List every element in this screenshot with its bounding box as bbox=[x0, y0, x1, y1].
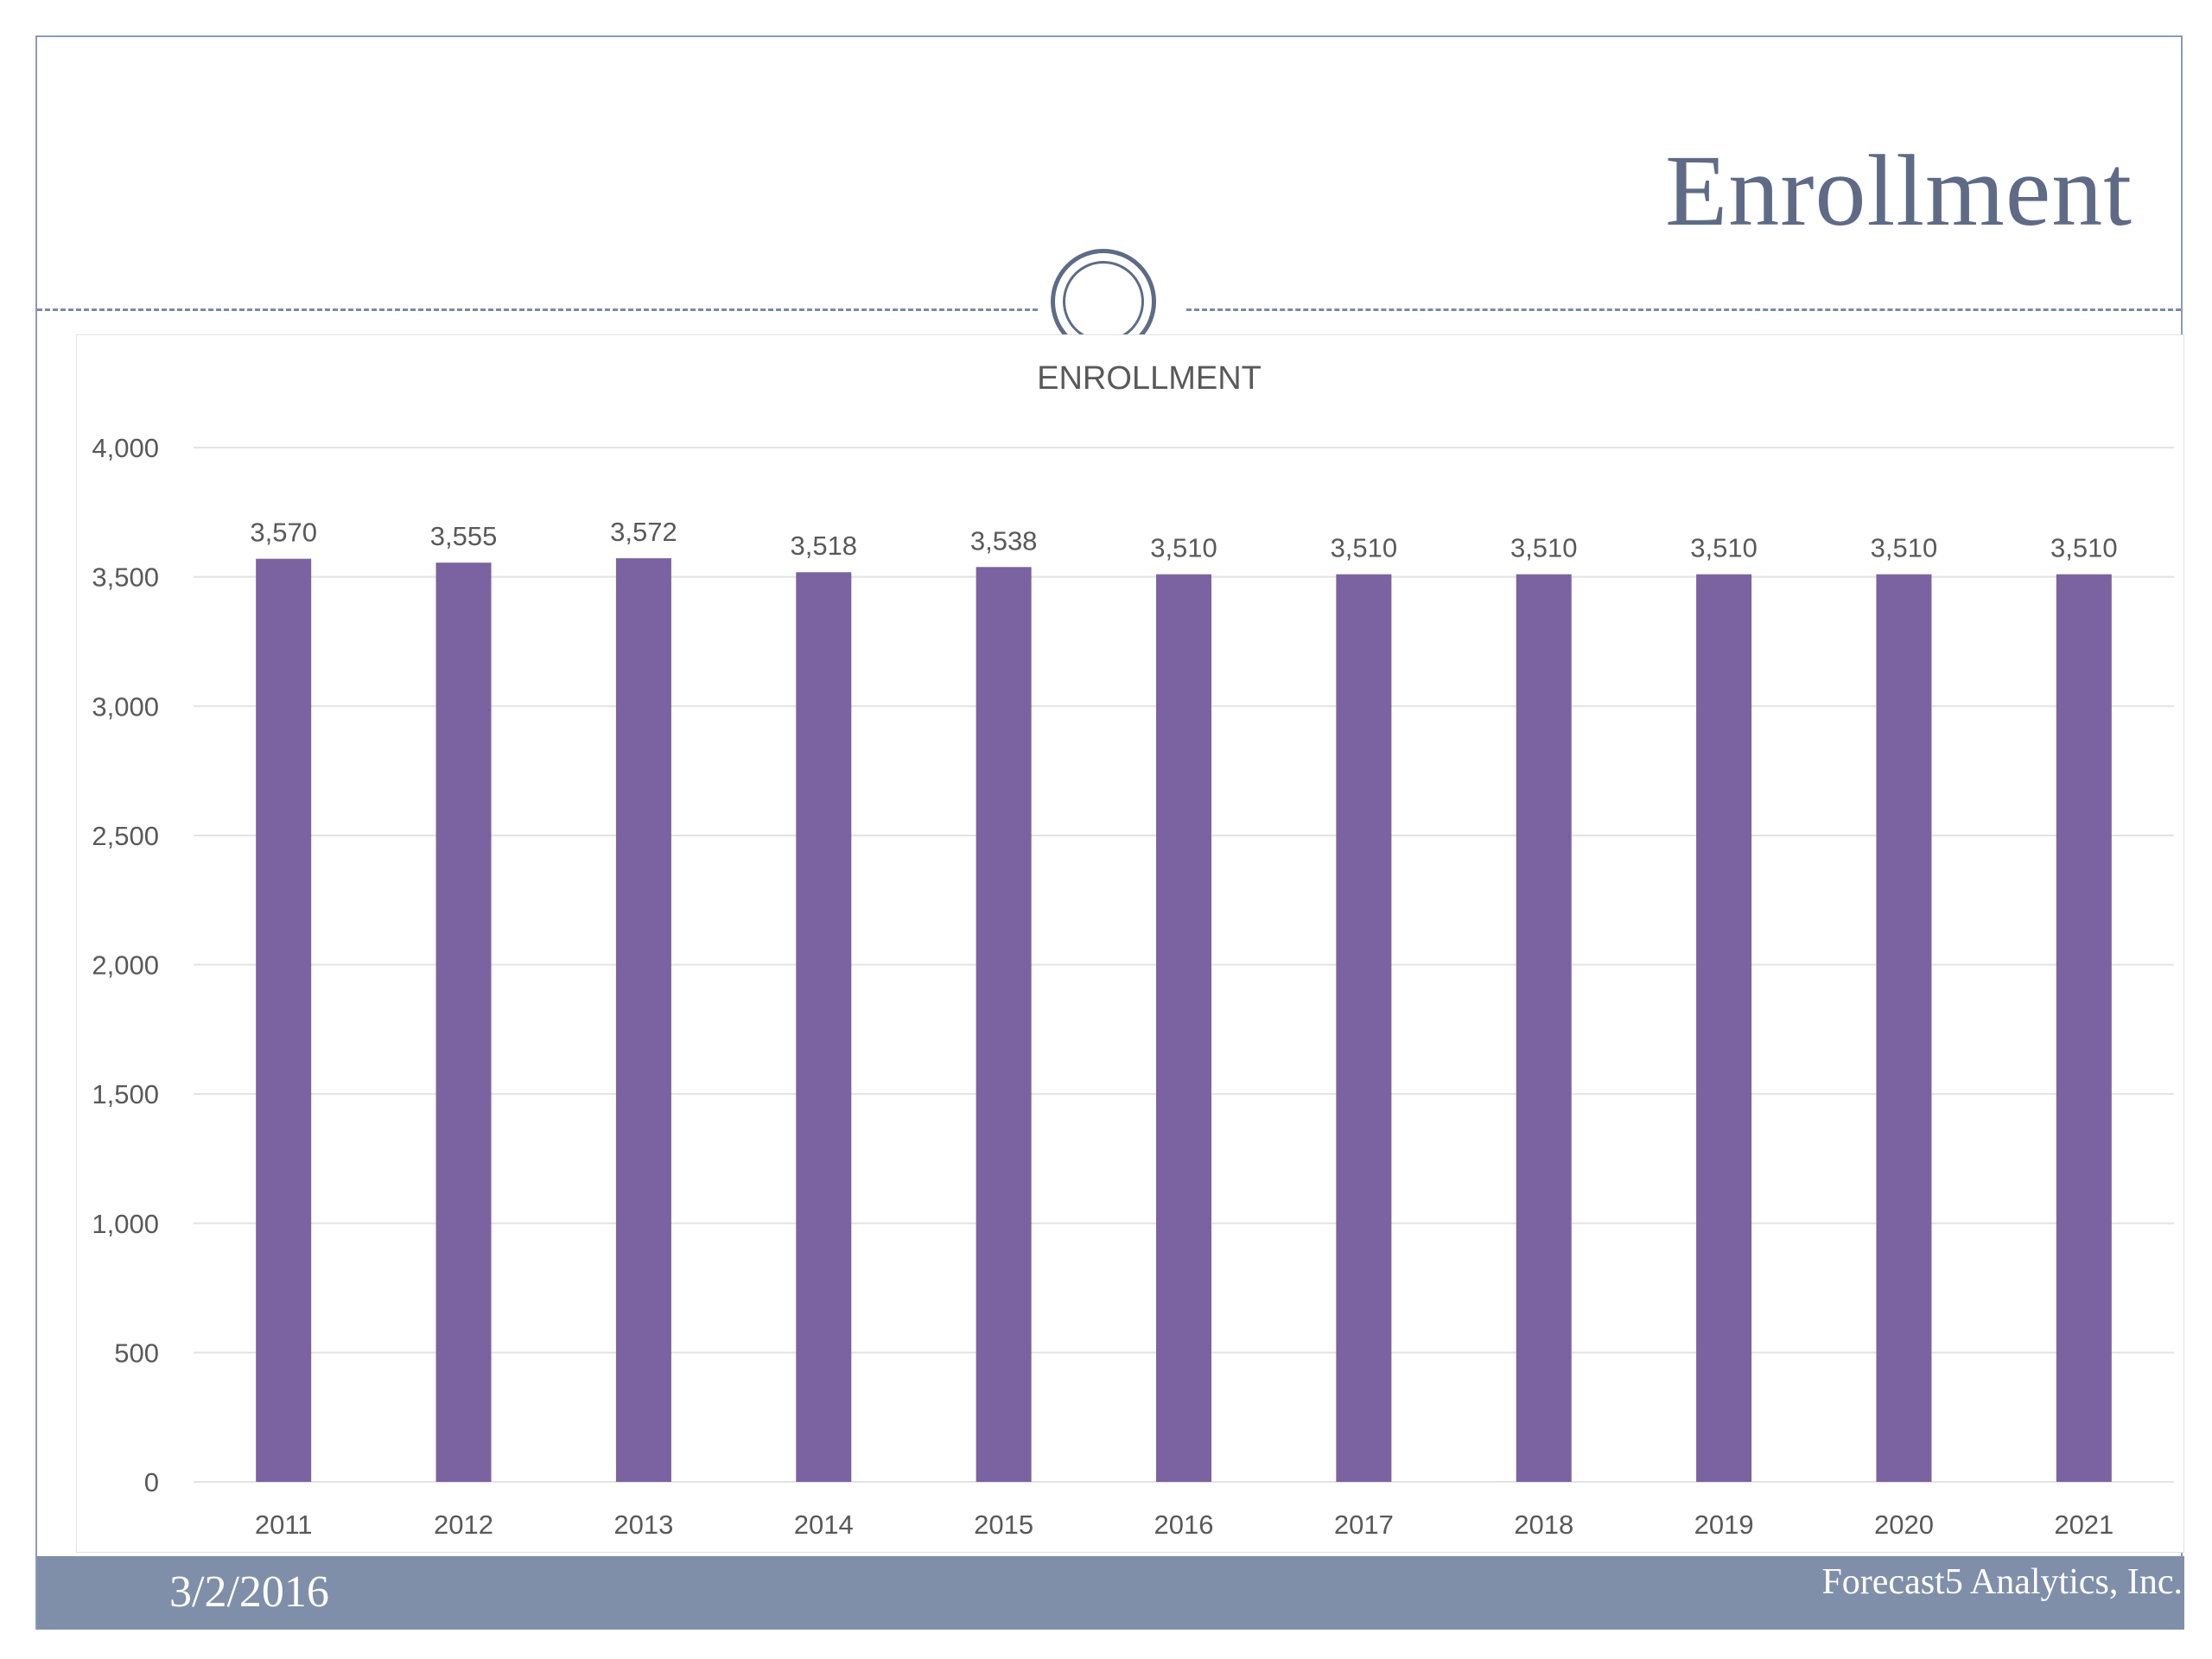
chart-title: ENROLLMENT bbox=[1037, 360, 1262, 397]
bar bbox=[1516, 574, 1572, 1482]
data-label: 3,510 bbox=[1150, 533, 1217, 563]
data-label: 3,510 bbox=[2050, 533, 2118, 563]
bar bbox=[1696, 574, 1752, 1482]
x-tick-label: 2016 bbox=[1154, 1510, 1214, 1540]
x-tick-label: 2013 bbox=[613, 1510, 673, 1540]
y-tick-label: 3,000 bbox=[92, 691, 159, 721]
bar bbox=[256, 558, 312, 1482]
y-tick-label: 4,000 bbox=[92, 433, 159, 463]
data-label: 3,555 bbox=[430, 521, 498, 551]
bar bbox=[615, 558, 671, 1482]
title-divider-left bbox=[37, 308, 1038, 311]
x-tick-label: 2014 bbox=[794, 1510, 854, 1540]
y-tick-label: 3,500 bbox=[92, 563, 159, 593]
bar bbox=[1156, 574, 1211, 1482]
y-tick-label: 2,500 bbox=[92, 821, 159, 851]
x-tick-label: 2019 bbox=[1694, 1510, 1754, 1540]
chart-area: ENROLLMENT 0 500 1,000 1,500 2,000 2,500 3,000 3… bbox=[76, 334, 2184, 1553]
bar bbox=[1336, 574, 1392, 1482]
footer-company: Forecast5 Analytics, Inc. bbox=[1821, 1562, 2183, 1602]
x-tick-label: 2012 bbox=[434, 1510, 493, 1540]
y-tick-label: 1,500 bbox=[92, 1079, 159, 1109]
y-tick-label: 2,000 bbox=[92, 950, 159, 981]
bar bbox=[2056, 574, 2112, 1482]
enrollment-chart: ENROLLMENT 0 500 1,000 1,500 2,000 2,500 3,000 3… bbox=[92, 360, 2174, 1540]
data-label: 3,518 bbox=[790, 531, 857, 561]
slide-title: Enrollment bbox=[1665, 134, 2133, 247]
x-tick-label: 2011 bbox=[255, 1510, 313, 1540]
data-label: 3,510 bbox=[1871, 533, 1938, 563]
y-tick-label: 0 bbox=[144, 1467, 159, 1497]
y-tick-label: 1,000 bbox=[92, 1209, 159, 1239]
x-tick-label: 2018 bbox=[1514, 1510, 1573, 1540]
bar bbox=[435, 563, 492, 1482]
data-label: 3,510 bbox=[1331, 533, 1398, 563]
title-divider-right bbox=[1186, 308, 2181, 311]
data-label: 3,570 bbox=[250, 518, 317, 548]
ring-ornament-inner bbox=[1063, 261, 1144, 342]
data-label: 3,510 bbox=[1510, 533, 1578, 563]
bar bbox=[1876, 574, 1932, 1482]
y-tick-label: 500 bbox=[114, 1338, 159, 1368]
data-label: 3,572 bbox=[610, 517, 677, 547]
x-tick-label: 2017 bbox=[1334, 1510, 1394, 1540]
slide: Enrollment ENROLLMENT 0 500 1,000 1,500 2,000… bbox=[35, 35, 2184, 1630]
data-label: 3,510 bbox=[1690, 533, 1758, 563]
bar bbox=[796, 572, 852, 1482]
x-tick-label: 2021 bbox=[2054, 1510, 2113, 1540]
x-tick-label: 2020 bbox=[1874, 1510, 1934, 1540]
footer-bar: 3/2/2016 Forecast5 Analytics, Inc. bbox=[37, 1556, 2184, 1630]
footer-date: 3/2/2016 bbox=[169, 1567, 329, 1617]
data-label: 3,538 bbox=[970, 525, 1038, 556]
bar bbox=[976, 567, 1032, 1482]
x-tick-label: 2015 bbox=[974, 1510, 1033, 1540]
